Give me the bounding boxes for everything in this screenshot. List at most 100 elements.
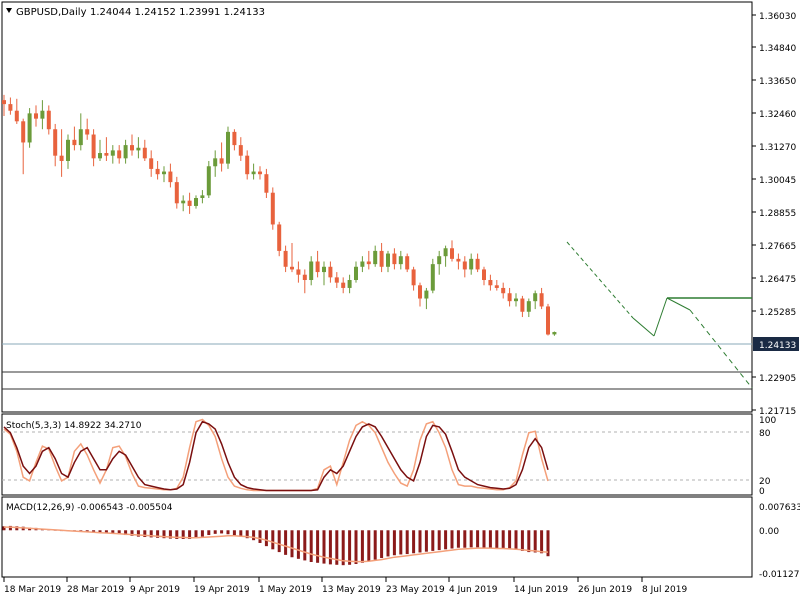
candle <box>539 287 544 310</box>
macd-bar <box>495 530 499 549</box>
macd-bar <box>296 530 300 559</box>
time-axis: 18 Mar 2019 28 Mar 2019 9 Apr 2019 19 Ap… <box>3 577 687 595</box>
candle <box>72 126 77 151</box>
candle-body <box>34 113 38 119</box>
macd-bar <box>335 530 339 565</box>
current-price-badge <box>753 337 799 351</box>
stochastic-main-line <box>3 420 549 492</box>
price-tick-label: 1.22905 <box>759 374 796 384</box>
candle-body <box>155 168 160 175</box>
candle <box>392 248 397 270</box>
candle <box>34 105 38 127</box>
candle-body <box>450 248 454 259</box>
candle-body <box>520 298 525 312</box>
macd-bar <box>540 530 544 554</box>
macd-bar <box>476 530 480 548</box>
candle-body <box>296 269 301 275</box>
price-tick-label: 1.30045 <box>759 176 796 186</box>
candle-body <box>110 150 115 156</box>
candle-body <box>373 250 378 265</box>
price-tick-label: 1.36030 <box>759 12 796 22</box>
date-tick-label: 1 May 2019 <box>259 585 312 595</box>
candle <box>552 331 557 336</box>
candle-body <box>482 269 486 281</box>
price-tick-label: 1.33650 <box>759 77 796 87</box>
candle-body <box>475 258 480 270</box>
candle-body <box>40 110 45 119</box>
macd-bar <box>200 530 204 537</box>
candle <box>494 280 499 291</box>
candle-body <box>27 113 32 143</box>
candle <box>232 129 237 151</box>
candle <box>507 287 512 307</box>
candle <box>21 118 26 175</box>
candle-body <box>334 277 339 283</box>
macd-bar <box>188 530 192 539</box>
macd-bar <box>444 530 448 550</box>
date-tick-label: 9 Apr 2019 <box>130 585 180 595</box>
candle-body <box>168 171 173 183</box>
candle <box>283 245 288 273</box>
candle <box>168 163 173 188</box>
macd-bar <box>386 530 390 557</box>
macd-bar <box>501 530 505 549</box>
price-tick-label: 1.34840 <box>759 44 796 54</box>
candle <box>526 298 531 318</box>
macd-axis-label: 0.007633 <box>759 503 800 513</box>
candle <box>309 256 314 286</box>
candle-body <box>392 253 397 265</box>
stochastic-panel-frame <box>1 413 753 496</box>
macd-bar <box>194 530 198 539</box>
candle-body <box>501 287 506 294</box>
macd-bar <box>92 530 96 533</box>
candle <box>450 240 454 262</box>
macd-bar <box>15 526 19 531</box>
candle <box>206 160 211 199</box>
collapse-arrow-icon[interactable] <box>6 8 12 13</box>
candle-body <box>437 256 442 265</box>
candle <box>46 105 51 135</box>
candle-body <box>59 155 64 161</box>
candle <box>290 242 294 273</box>
candle <box>302 269 307 294</box>
macd-bar <box>124 530 128 536</box>
candle-body <box>277 224 282 251</box>
candle <box>142 139 147 161</box>
stochastic-label: Stoch(5,3,3) 14.8922 34.2710 <box>6 421 142 431</box>
candle-body <box>469 258 474 270</box>
macd-bar <box>437 530 441 551</box>
candle-body <box>379 250 384 267</box>
candle <box>341 277 346 294</box>
candle <box>398 250 403 270</box>
macd-bar <box>322 530 326 564</box>
price-tick-label: 1.32460 <box>759 110 796 120</box>
candle <box>533 290 538 310</box>
date-tick-label: 13 May 2019 <box>322 585 381 595</box>
macd-bar <box>482 530 486 548</box>
candle <box>200 190 205 204</box>
candle <box>40 100 45 130</box>
date-tick-label: 23 May 2019 <box>386 585 445 595</box>
candle-body <box>194 198 198 206</box>
macd-bar <box>162 530 166 539</box>
candle-body <box>232 131 237 146</box>
candle-body <box>328 266 333 278</box>
date-tick-label: 26 Jun 2019 <box>578 585 632 595</box>
candle-body <box>488 280 493 286</box>
candle <box>194 195 198 209</box>
candle-body <box>251 171 256 175</box>
macd-signal-line <box>4 526 549 563</box>
candle-body <box>206 166 211 196</box>
candle <box>354 261 358 283</box>
candle <box>456 253 461 270</box>
macd-bar <box>111 530 115 534</box>
candle-body <box>85 129 90 135</box>
macd-bar <box>424 530 428 552</box>
candle-body <box>398 256 403 265</box>
price-tick-label: 1.31270 <box>759 143 796 153</box>
candle <box>277 221 282 257</box>
candle-body <box>322 266 326 273</box>
candle <box>405 253 410 273</box>
stoch-axis-label: 0 <box>759 487 765 497</box>
